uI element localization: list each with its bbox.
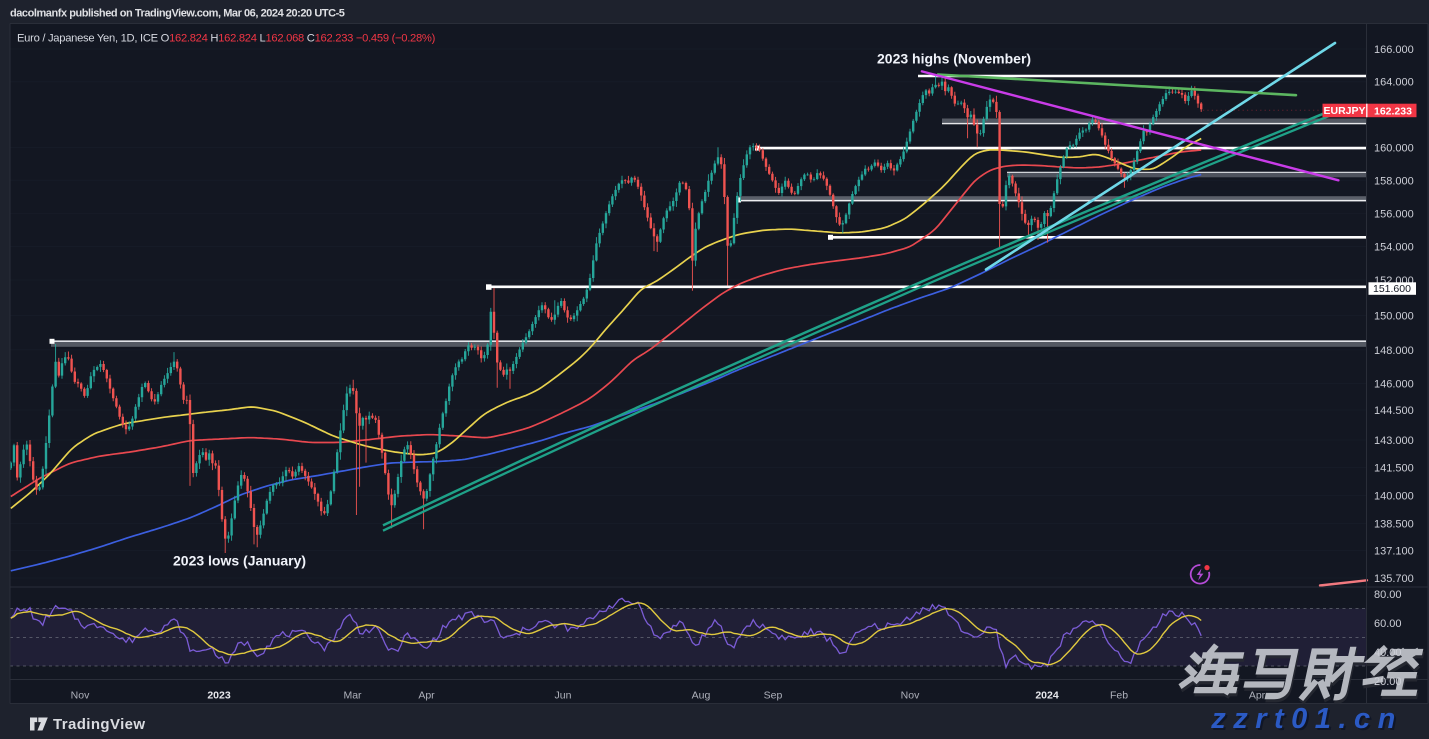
svg-text:154.000: 154.000	[1374, 242, 1414, 254]
svg-text:Mar: Mar	[343, 690, 362, 702]
svg-text:150.000: 150.000	[1374, 311, 1414, 323]
svg-text:151.600: 151.600	[1373, 283, 1411, 295]
svg-text:148.000: 148.000	[1374, 345, 1414, 357]
svg-text:140.000: 140.000	[1374, 491, 1414, 503]
svg-text:zzrt01.cn: zzrt01.cn	[1210, 703, 1403, 735]
svg-text:Nov: Nov	[71, 690, 90, 702]
svg-text:Nov: Nov	[901, 690, 920, 702]
svg-text:40.00: 40.00	[1374, 647, 1402, 659]
svg-text:2023: 2023	[207, 690, 231, 702]
svg-text:Sep: Sep	[764, 690, 783, 702]
svg-text:146.000: 146.000	[1374, 379, 1414, 391]
svg-text:141.500: 141.500	[1374, 463, 1414, 475]
svg-text:144.500: 144.500	[1374, 405, 1414, 417]
svg-text:2023 highs (November): 2023 highs (November)	[877, 51, 1031, 67]
svg-text:60.00: 60.00	[1374, 618, 1402, 630]
svg-text:EURJPY: EURJPY	[1323, 105, 1365, 117]
svg-text:137.100: 137.100	[1374, 546, 1414, 558]
svg-text:138.500: 138.500	[1374, 519, 1414, 531]
svg-text:160.000: 160.000	[1374, 143, 1414, 155]
svg-text:TradingView: TradingView	[53, 716, 145, 733]
svg-text:Aug: Aug	[692, 690, 711, 702]
svg-text:20.00: 20.00	[1374, 676, 1402, 688]
svg-text:162.233: 162.233	[1374, 105, 1412, 117]
svg-text:156.000: 156.000	[1374, 209, 1414, 221]
svg-text:dacolmanfx published on Tradin: dacolmanfx published on TradingView.com,…	[10, 8, 345, 20]
svg-text:Apr: Apr	[1249, 690, 1266, 702]
svg-text:zzrt01.cn: zzrt01.cn	[1212, 705, 1405, 737]
svg-text:Apr: Apr	[418, 690, 435, 702]
svg-text:Jun: Jun	[555, 690, 572, 702]
svg-text:143.000: 143.000	[1374, 435, 1414, 447]
svg-text:Euro / Japanese Yen, 1D, ICE O: Euro / Japanese Yen, 1D, ICE O162.824 H1…	[17, 33, 436, 45]
svg-text:164.000: 164.000	[1374, 77, 1414, 89]
svg-text:135.700: 135.700	[1374, 573, 1414, 585]
svg-text:2023 lows (January): 2023 lows (January)	[173, 553, 306, 569]
svg-text:Feb: Feb	[1110, 690, 1128, 702]
svg-text:166.000: 166.000	[1374, 44, 1414, 56]
svg-text:80.00: 80.00	[1374, 589, 1402, 601]
svg-text:2024: 2024	[1035, 690, 1059, 702]
svg-text:158.000: 158.000	[1374, 175, 1414, 187]
